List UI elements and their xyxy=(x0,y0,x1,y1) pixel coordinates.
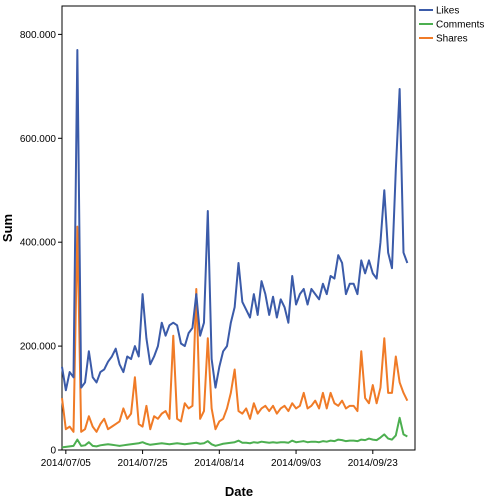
legend: Likes Comments Shares xyxy=(419,6,484,45)
plot-area xyxy=(61,5,416,451)
legend-label-likes: Likes xyxy=(436,6,459,17)
x-tick-label: 2014/09/23 xyxy=(348,458,398,469)
series-lines xyxy=(61,48,409,449)
x-axis-title: Date xyxy=(225,484,253,499)
series-line-shares xyxy=(61,225,409,433)
y-tick-label: 600.000 xyxy=(20,134,57,145)
x-tick-label: 2014/07/25 xyxy=(118,458,168,469)
y-tick-label: 400.000 xyxy=(20,238,57,249)
x-tick-label: 2014/07/05 xyxy=(41,458,91,469)
series-line-comments xyxy=(61,416,408,449)
y-tick-label: 200.000 xyxy=(20,342,57,353)
y-axis-title: Sum xyxy=(0,214,15,242)
x-axis-ticks: 2014/07/05 2014/07/25 2014/08/14 2014/09/03… xyxy=(41,450,398,469)
y-tick-label: 800.000 xyxy=(20,30,57,41)
legend-label-shares: Shares xyxy=(436,34,468,45)
y-axis-ticks: 0 200.000 400.000 600.000 800.000 xyxy=(20,30,62,457)
series-line-likes xyxy=(61,48,409,392)
x-tick-label: 2014/09/03 xyxy=(271,458,321,469)
x-tick-label: 2014/08/14 xyxy=(194,458,244,469)
y-tick-label: 0 xyxy=(50,446,56,457)
legend-label-comments: Comments xyxy=(436,20,484,31)
